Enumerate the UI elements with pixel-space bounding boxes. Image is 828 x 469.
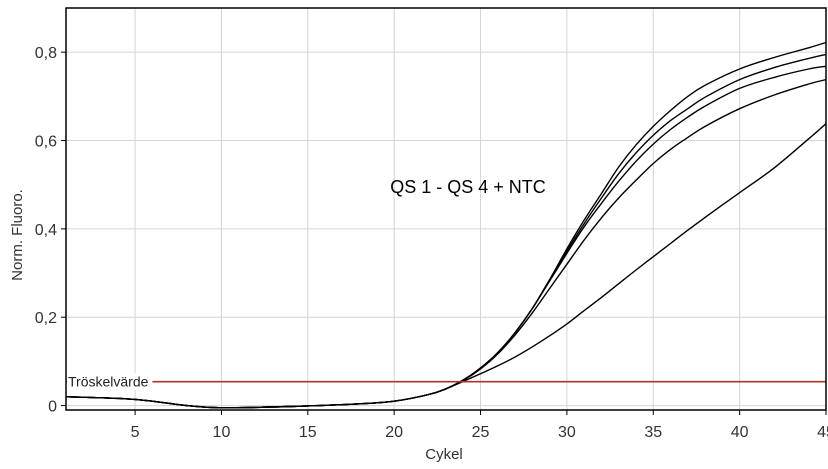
x-tick-label: 45 bbox=[817, 424, 828, 441]
axes-layer bbox=[65, 7, 827, 411]
threshold-label: Tröskelvärde bbox=[68, 374, 149, 390]
x-tick-label: 5 bbox=[131, 424, 140, 441]
x-tick-label: 30 bbox=[558, 424, 576, 441]
series-layer bbox=[65, 41, 827, 409]
x-tick-label: 20 bbox=[385, 424, 403, 441]
amplification-curve-5[interactable] bbox=[65, 123, 827, 409]
x-tick-label: 40 bbox=[731, 424, 749, 441]
threshold-label-background bbox=[67, 372, 153, 390]
y-tick-label: 0,8 bbox=[35, 45, 57, 62]
x-axis-title: Cykel bbox=[425, 446, 463, 463]
x-tick-label: 10 bbox=[213, 424, 231, 441]
y-tick-label: 0,6 bbox=[35, 134, 57, 151]
chart-annotation: QS 1 - QS 4 + NTC bbox=[390, 177, 546, 197]
y-tick-label: 0 bbox=[48, 399, 57, 416]
y-tick-label: 0,2 bbox=[35, 310, 57, 327]
x-tick-label: 35 bbox=[644, 424, 662, 441]
plot-frame bbox=[65, 7, 827, 411]
y-axis-title: Norm. Fluoro. bbox=[9, 189, 26, 281]
y-tick-label: 0,4 bbox=[35, 222, 57, 239]
tick-layer: 5 10 15 20 25 30 35 40 45 0 0,2 0,4 0,6 0,8 bbox=[35, 45, 828, 441]
threshold-layer: Tröskelvärde bbox=[66, 372, 826, 390]
x-tick-label: 25 bbox=[472, 424, 490, 441]
x-tick-label: 15 bbox=[299, 424, 317, 441]
